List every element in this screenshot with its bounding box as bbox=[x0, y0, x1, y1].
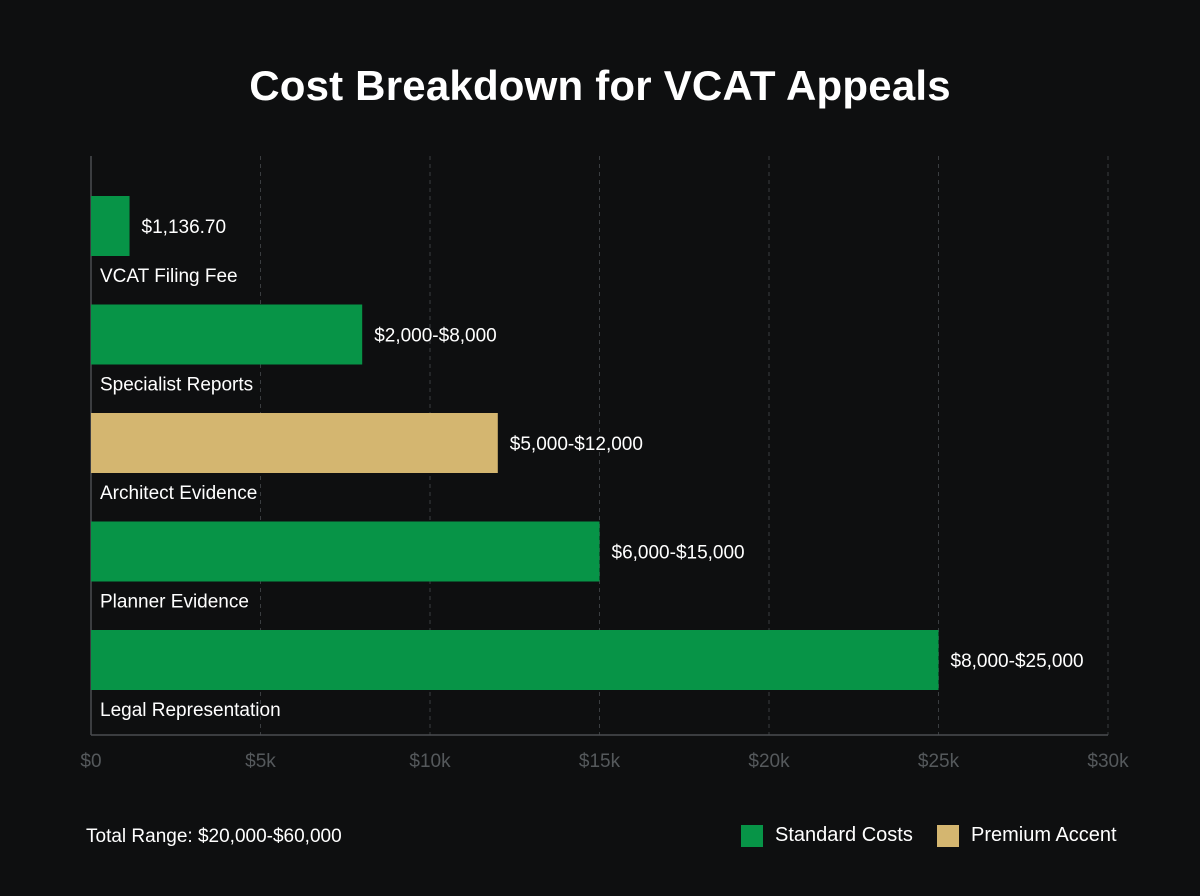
bar bbox=[91, 521, 600, 582]
x-tick-label: $25k bbox=[918, 751, 960, 772]
x-tick-label: $20k bbox=[748, 751, 790, 772]
bar-value-label: $6,000-$15,000 bbox=[612, 543, 745, 564]
bar bbox=[91, 413, 498, 473]
bar bbox=[91, 196, 130, 256]
bars bbox=[91, 196, 939, 690]
x-tick-label: $0 bbox=[80, 751, 101, 772]
bar-labels: $1,136.70 VCAT Filing Fee $2,000-$8,000 Spe… bbox=[100, 217, 1084, 721]
legend-swatch-premium bbox=[937, 824, 959, 847]
category-label: VCAT Filing Fee bbox=[100, 266, 238, 287]
x-tick-labels: $0 $5k $10k $15k $20k $25k $30k bbox=[80, 751, 1129, 772]
bar-value-label: $8,000-$25,000 bbox=[951, 651, 1084, 672]
legend-label-standard: Standard Costs bbox=[775, 824, 913, 846]
x-tick-label: $15k bbox=[579, 751, 621, 772]
total-range-text: Total Range: $20,000-$60,000 bbox=[86, 826, 342, 847]
x-tick-label: $10k bbox=[409, 751, 451, 772]
x-tick-label: $5k bbox=[245, 751, 276, 772]
x-tick-label: $30k bbox=[1087, 751, 1129, 772]
legend-item-standard-costs: Standard Costs bbox=[741, 824, 913, 847]
category-label: Specialist Reports bbox=[100, 375, 253, 396]
bar-value-label: $2,000-$8,000 bbox=[374, 326, 497, 347]
bar bbox=[91, 304, 363, 365]
legend-swatch-standard bbox=[741, 824, 763, 847]
legend-item-premium-accent: Premium Accent bbox=[937, 824, 1117, 847]
bar-value-label: $1,136.70 bbox=[142, 217, 227, 238]
category-label: Planner Evidence bbox=[100, 592, 249, 613]
legend-label-premium: Premium Accent bbox=[971, 824, 1117, 846]
category-label: Legal Representation bbox=[100, 700, 281, 721]
category-label: Architect Evidence bbox=[100, 483, 257, 504]
bar bbox=[91, 630, 939, 690]
bar-value-label: $5,000-$12,000 bbox=[510, 434, 643, 455]
chart-title: Cost Breakdown for VCAT Appeals bbox=[249, 62, 951, 109]
